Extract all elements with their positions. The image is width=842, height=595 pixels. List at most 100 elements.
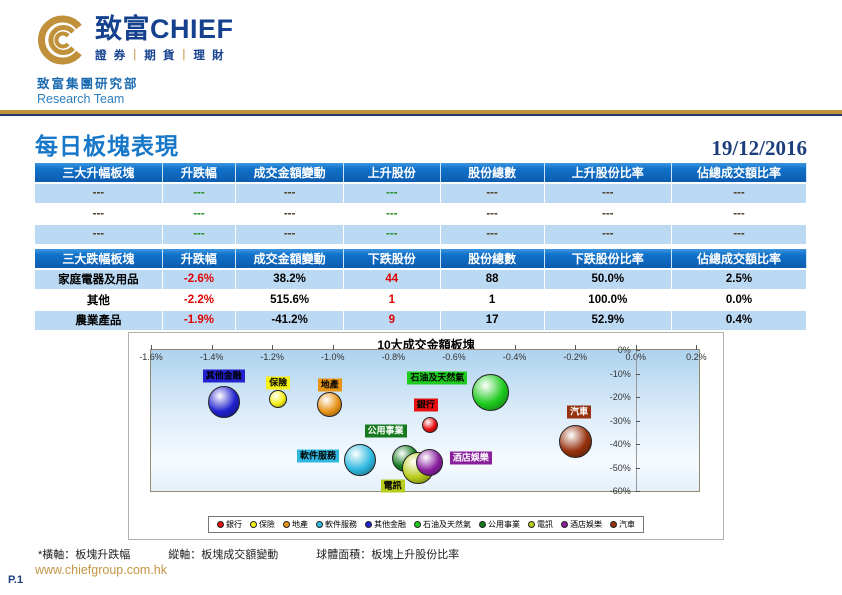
table-cell: 0.4%: [671, 310, 808, 332]
x-tick-label: -1.6%: [139, 352, 163, 362]
footnote-item: *橫軸：板塊升跌幅: [38, 549, 131, 561]
column-header: 升跌幅: [162, 163, 237, 184]
department-name-zh: 致富集團研究部: [37, 77, 139, 91]
column-header: 上升股份: [343, 163, 441, 184]
table-cell: 515.6%: [235, 289, 345, 311]
y-tick-label: -30%: [609, 415, 631, 426]
x-tick-label: -1.2%: [260, 352, 284, 362]
column-header: 下跌股份比率: [544, 249, 672, 270]
column-header: 三大升幅板塊: [35, 163, 163, 184]
y-tick-label: -10%: [609, 368, 631, 379]
column-header: 佔總成交額比率: [671, 249, 808, 270]
x-tick-mark: [211, 345, 213, 350]
table-cell: ---: [343, 203, 441, 225]
legend-item: 其他金融: [365, 519, 406, 530]
column-header: 下跌股份: [343, 249, 441, 270]
table-row: --- --- --- --- --- --- ---: [35, 224, 808, 246]
bubble-label: 銀行: [413, 398, 438, 412]
y-tick-label: -20%: [609, 392, 631, 402]
y-tick-label: -60%: [609, 486, 631, 496]
legend-dot-icon: [283, 521, 290, 528]
chart-bubble: [416, 449, 444, 477]
legend-label: 電訊: [537, 520, 553, 529]
chart-legend: 銀行 保險 地產 軟件服務 其他金融 石油及天然氣 公用事業 電訊 酒店娛樂 汽車: [208, 516, 644, 533]
y-tick-mark: [635, 491, 640, 492]
y-tick-mark: [635, 397, 640, 398]
table-cell: ---: [544, 224, 672, 246]
column-header: 上升股份比率: [544, 163, 672, 184]
table-cell: ---: [544, 203, 672, 225]
table-cell: 100.0%: [544, 289, 672, 311]
legend-item: 地產: [283, 519, 308, 530]
table-cell: ---: [671, 224, 808, 246]
tagline-separator: |: [182, 49, 188, 61]
chart-footnote: *橫軸：板塊升跌幅 縱軸：板塊成交額變動 球體面積：板塊上升股份比率: [38, 546, 459, 562]
website-link[interactable]: www.chiefgroup.com.hk: [35, 563, 168, 577]
legend-item: 保險: [250, 519, 275, 530]
x-tick-mark: [575, 345, 577, 350]
table-cell: ---: [162, 203, 237, 225]
x-tick-mark: [332, 345, 334, 350]
table-cell: ---: [671, 203, 808, 225]
chart-bubble: [421, 417, 438, 434]
legend-item: 電訊: [528, 519, 553, 530]
chart-plot-area: -1.6% -1.4% -1.2% -1.0% -0.8% -0.6% -0.4% -0.2%…: [139, 345, 707, 496]
y-tick-label: -50%: [609, 462, 631, 473]
bubble-label: 軟件服務: [297, 449, 340, 463]
x-tick-mark: [514, 345, 516, 350]
report-date: 19/12/2016: [711, 136, 807, 160]
chart-bubble: [558, 425, 592, 459]
table-cell: ---: [544, 183, 672, 205]
bubble-label: 電訊: [380, 479, 405, 492]
logo-tagline: 證 券 | 期 貨 | 理 財: [95, 47, 234, 63]
bubble-chart: 10大成交金額板塊 -1.6% -1.4% -1.2% -1.0% -0.8% -0.6%…: [128, 332, 724, 540]
x-tick-mark: [393, 345, 395, 350]
table-cell: ---: [35, 183, 163, 205]
top-gainers-table: 三大升幅板塊 升跌幅 成交金額變動 上升股份 股份總數 上升股份比率 佔總成交額比率 --- -…: [35, 163, 808, 246]
table-row: 家庭電器及用品 -2.6% 38.2% 44 88 50.0% 2.5%: [35, 269, 808, 291]
table-cell: ---: [162, 224, 237, 246]
table-cell: ---: [35, 224, 163, 246]
legend-dot-icon: [610, 521, 617, 528]
table-cell: ---: [235, 224, 345, 246]
page-number: P.1: [8, 574, 24, 586]
bubble-label: 汽車: [567, 405, 592, 419]
table-cell: 9: [343, 310, 441, 332]
column-header: 股份總數: [440, 163, 545, 184]
table-cell: 17: [440, 310, 545, 332]
column-header: 升跌幅: [162, 249, 237, 270]
column-header: 三大跌幅板塊: [35, 249, 163, 270]
legend-item: 汽車: [610, 519, 635, 530]
legend-label: 保險: [259, 520, 275, 529]
legend-dot-icon: [528, 521, 535, 528]
table-cell: -2.6%: [162, 269, 237, 291]
logo-en: CHIEF: [150, 14, 234, 44]
y-tick-mark: [635, 467, 640, 469]
x-tick-label: -1.0%: [321, 352, 345, 362]
table-cell: 52.9%: [544, 310, 672, 332]
top-losers-table: 三大跌幅板塊 升跌幅 成交金額變動 下跌股份 股份總數 下跌股份比率 佔總成交額比率 家庭電器…: [35, 249, 808, 332]
table-cell: 88: [440, 269, 545, 291]
bubble-label: 酒店娛樂: [449, 451, 492, 465]
table-header-row: 三大跌幅板塊 升跌幅 成交金額變動 下跌股份 股份總數 下跌股份比率 佔總成交額比率: [35, 249, 808, 270]
column-header: 股份總數: [440, 249, 545, 270]
table-cell: 44: [343, 269, 441, 291]
table-cell: -2.2%: [162, 289, 237, 311]
x-tick-mark: [696, 345, 698, 350]
legend-label: 酒店娛樂: [570, 520, 602, 529]
x-tick-label: -0.6%: [442, 352, 466, 362]
table-row: 農業產品 -1.9% -41.2% 9 17 52.9% 0.4%: [35, 310, 808, 332]
legend-label: 銀行: [226, 520, 242, 529]
chart-bubble: [317, 391, 343, 417]
legend-item: 軟件服務: [316, 519, 357, 530]
x-tick-mark: [272, 345, 274, 350]
title-row: 每日板塊表現 19/12/2016: [35, 127, 807, 161]
legend-dot-icon: [217, 521, 224, 528]
department-block: 致富集團研究部 Research Team: [37, 77, 139, 107]
table-row: --- --- --- --- --- --- ---: [35, 183, 808, 205]
table-cell: ---: [440, 224, 545, 246]
chart-title: 10大成交金額板塊: [377, 338, 475, 352]
legend-item: 公用事業: [479, 519, 520, 530]
logo-zh: 致富: [95, 14, 150, 44]
table-cell: 其他: [35, 289, 163, 311]
